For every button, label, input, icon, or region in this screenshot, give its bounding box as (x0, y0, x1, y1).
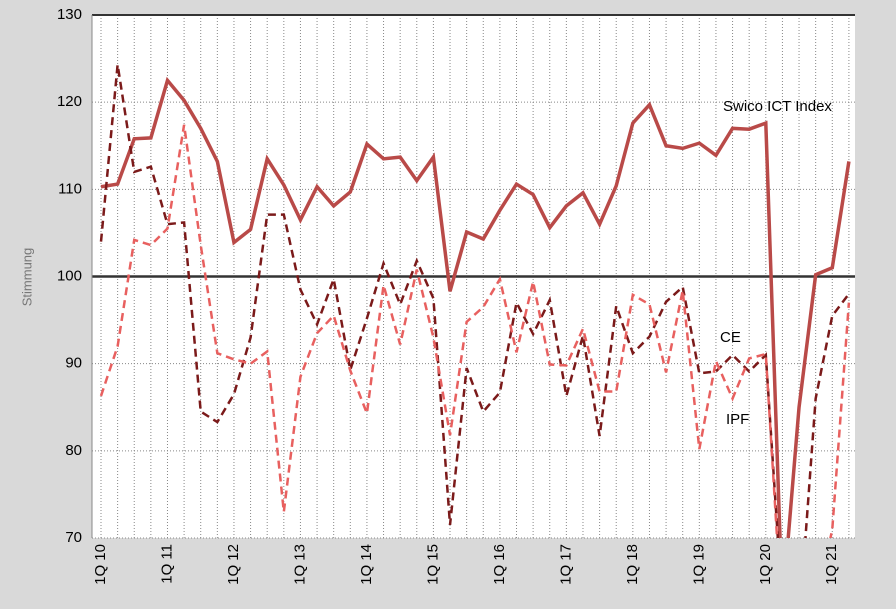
series-label: Swico ICT Index (723, 98, 832, 115)
y-tick-label: 80 (65, 442, 82, 459)
x-tick-label: 1Q 17 (557, 544, 574, 585)
x-tick-label: 1Q 14 (358, 544, 375, 585)
y-tick-label: 70 (65, 529, 82, 546)
x-tick-label: 1Q 12 (225, 544, 242, 585)
series-line (100, 76, 851, 538)
y-tick-label: 90 (65, 355, 82, 372)
x-tick-label: 1Q 11 (158, 544, 175, 584)
series-line (99, 124, 851, 538)
series-line (99, 64, 850, 538)
y-tick-label: 120 (57, 93, 82, 110)
x-tick-label: 1Q 13 (291, 544, 308, 585)
x-tick-label: 1Q 21 (823, 544, 840, 585)
x-tick-label: 1Q 16 (491, 544, 508, 585)
y-tick-label: 110 (58, 180, 82, 197)
series-label: IPF (726, 411, 749, 428)
x-tick-label: 1Q 20 (757, 544, 774, 585)
x-tick-label: 1Q 18 (624, 544, 641, 585)
x-tick-label: 1Q 19 (690, 544, 707, 585)
y-tick-label: 100 (57, 267, 82, 284)
y-tick-label: 130 (57, 6, 82, 23)
x-tick-label: 1Q 10 (92, 544, 109, 585)
y-axis-label: Stimmung (19, 248, 34, 307)
x-tick-label: 1Q 15 (424, 544, 441, 585)
series-label: CE (720, 329, 741, 346)
